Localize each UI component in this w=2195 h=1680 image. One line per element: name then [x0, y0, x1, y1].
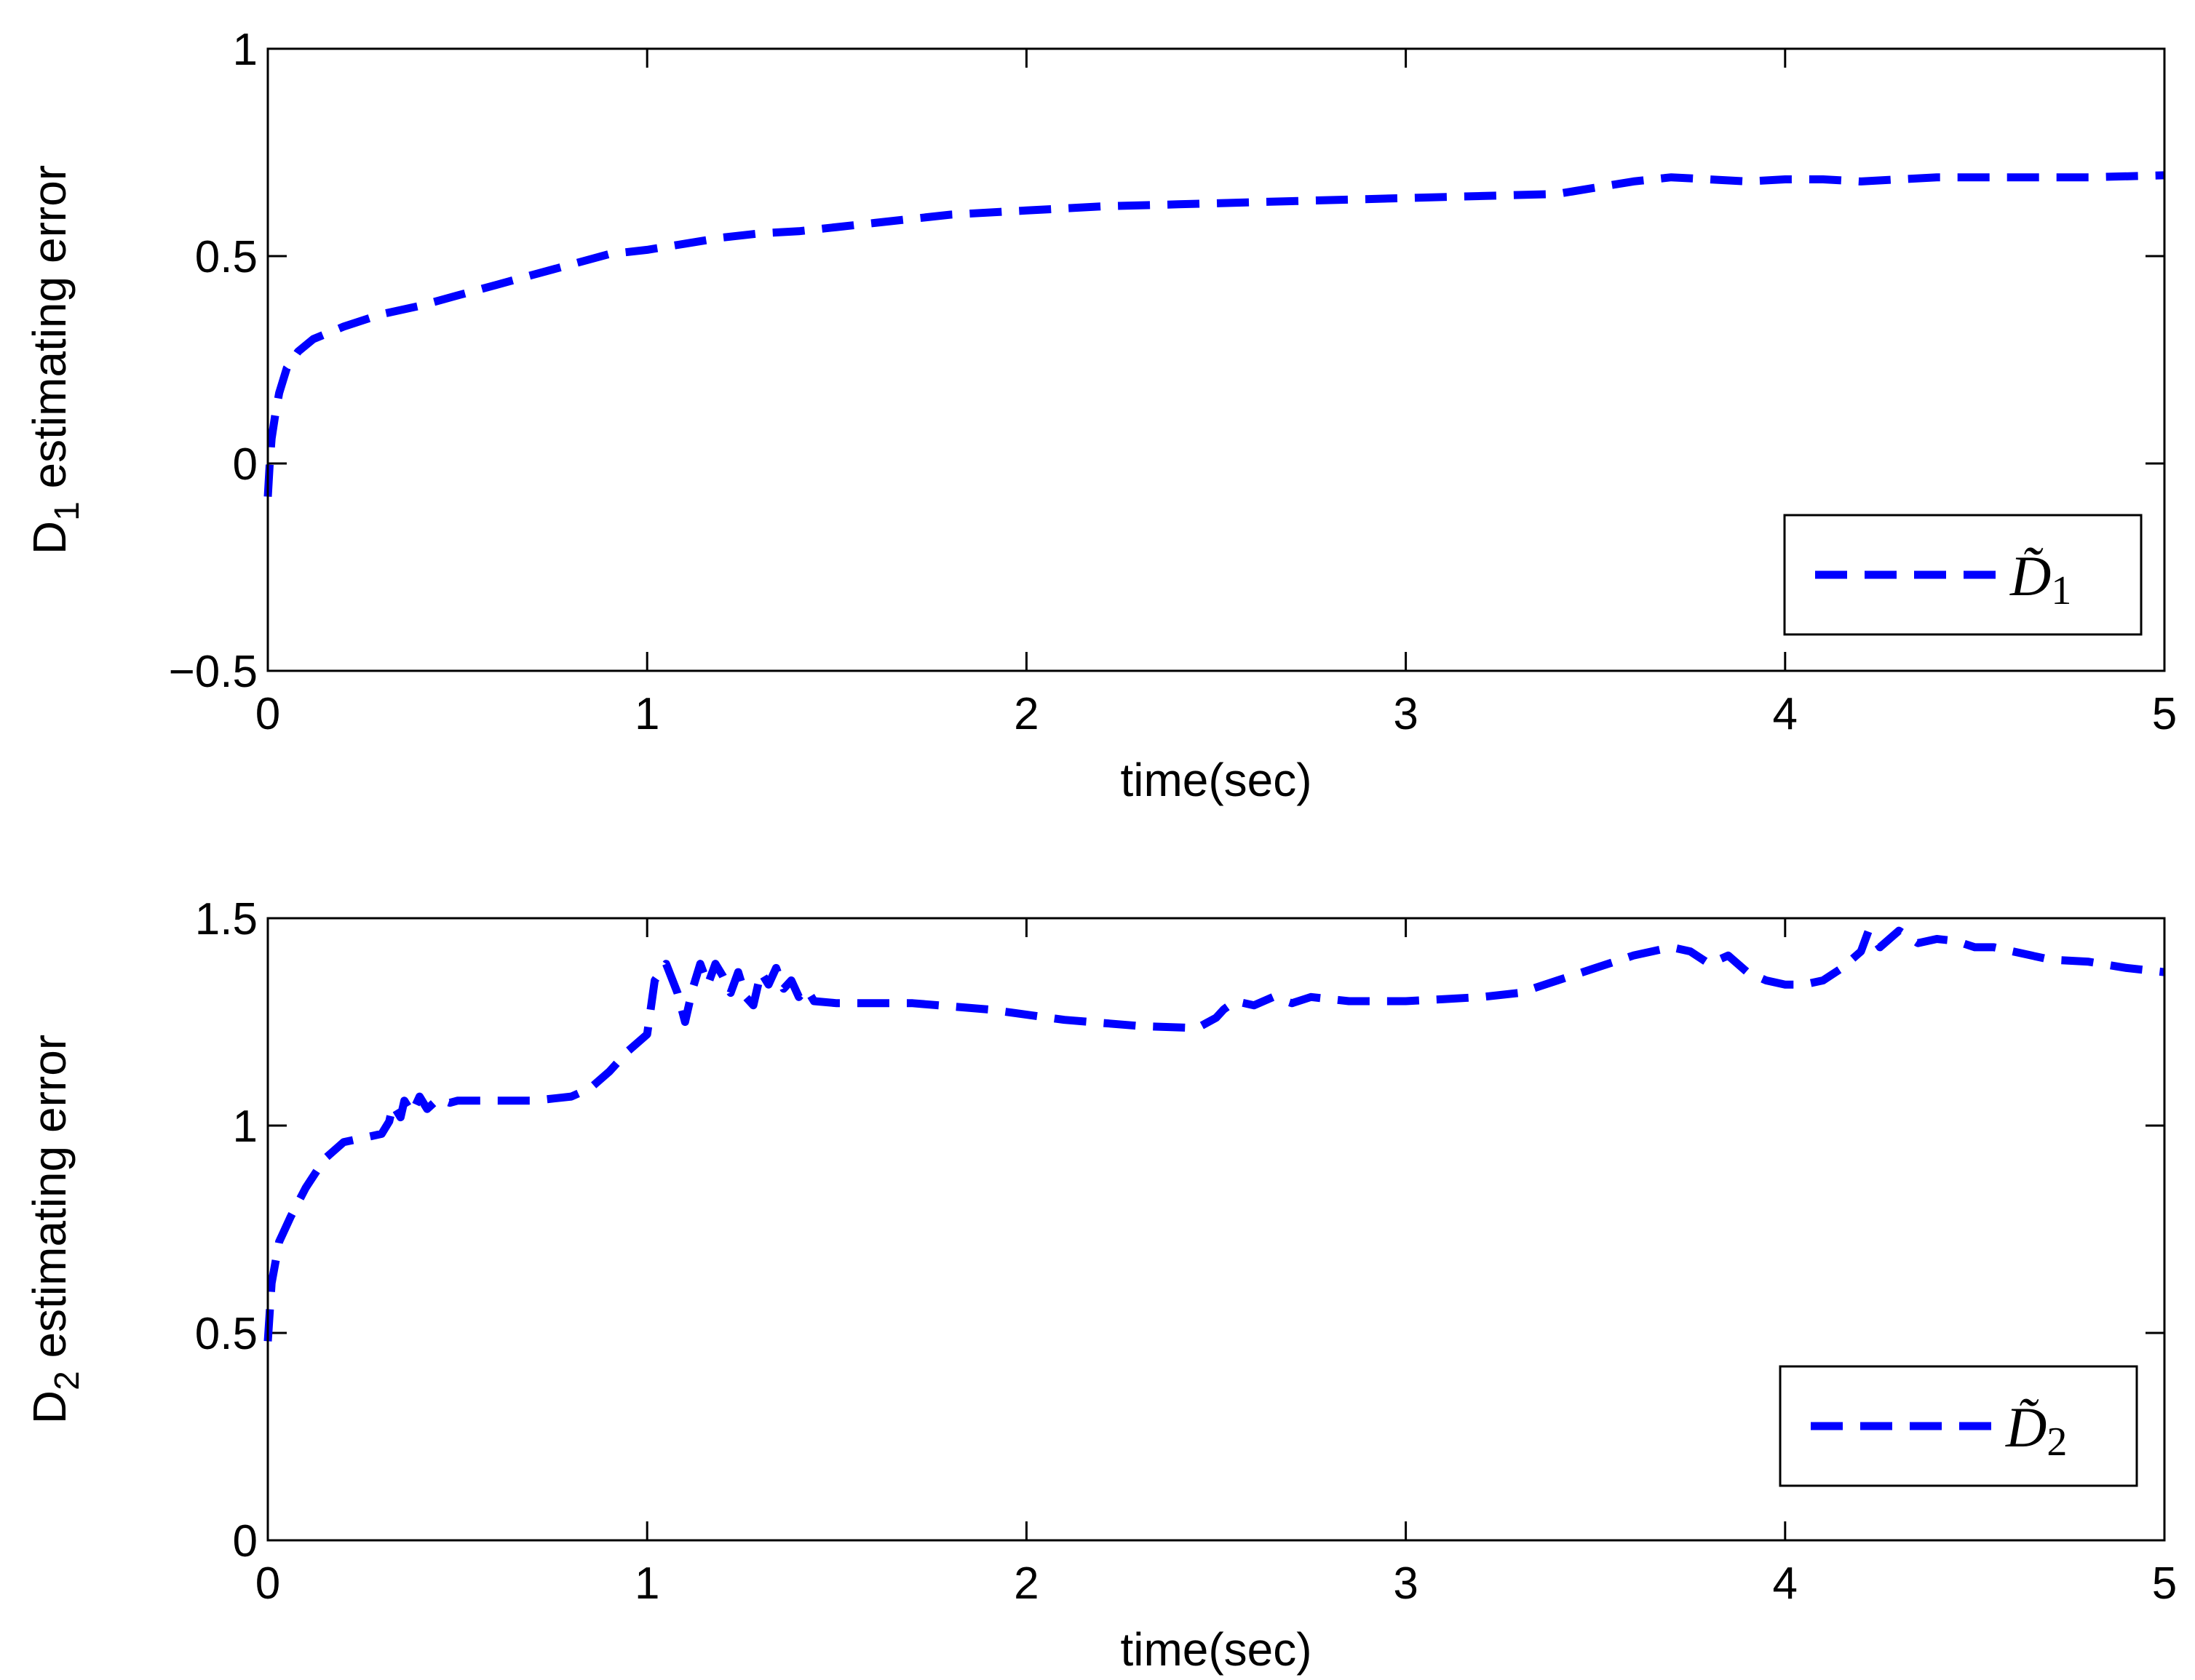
y-axis-label-rest: estimating error [23, 1035, 76, 1371]
y-tick-label: 1 [233, 1102, 258, 1152]
chart-panel-d2: 0 0.5 1 1.5 0 1 2 3 4 5 time(sec) D2 est… [23, 894, 2177, 1676]
x-tick-label: 4 [1773, 1558, 1798, 1609]
x-tick-labels: 0 1 2 3 4 5 [255, 1558, 2177, 1609]
x-tick-label: 3 [1393, 1558, 1418, 1609]
series-line [263, 926, 2165, 1342]
y-tick-label: −0.5 [169, 647, 258, 697]
x-axis-label: time(sec) [1120, 754, 1311, 806]
x-tick-label: 1 [635, 689, 659, 739]
y-axis-label-main: D [23, 1390, 76, 1424]
x-tick-label: 5 [2152, 689, 2177, 739]
legend-label-main: D̃ [2009, 544, 2051, 608]
y-tick-label: 1 [233, 25, 258, 75]
chart-panel-d1: −0.5 0 0.5 1 0 1 2 3 4 5 time(sec) D1 es… [23, 25, 2177, 806]
x-tick-label: 0 [255, 1558, 280, 1609]
legend-label-subscript: 1 [2051, 568, 2071, 613]
y-axis-label-main: D [23, 521, 76, 554]
y-tick-label: 0.5 [195, 232, 258, 282]
series-layer [263, 171, 2165, 497]
y-tick-label: 0 [233, 439, 258, 490]
y-tick-labels: −0.5 0 0.5 1 [169, 25, 258, 697]
x-tick-labels: 0 1 2 3 4 5 [255, 689, 2177, 739]
series-line [263, 171, 2165, 497]
legend: D̃1 [1783, 514, 2143, 636]
legend: D̃2 [1779, 1365, 2138, 1487]
plot-frame [266, 917, 2166, 1542]
legend-label-subscript: 2 [2047, 1420, 2067, 1465]
y-axis-label-rest: estimating error [23, 165, 76, 501]
y-axis-label: D2 estimating error [23, 1035, 87, 1424]
x-axis-label: time(sec) [1120, 1623, 1311, 1676]
x-tick-label: 2 [1014, 689, 1039, 739]
y-axis-label: D1 estimating error [23, 165, 87, 554]
y-tick-label: 0 [233, 1516, 258, 1566]
legend-label-main: D̃ [2005, 1396, 2047, 1459]
plot-frame [266, 47, 2166, 672]
x-tick-label: 1 [635, 1558, 659, 1609]
legend-label: D̃1 [2009, 544, 2071, 613]
x-tick-label: 5 [2152, 1558, 2177, 1609]
y-tick-label: 0.5 [195, 1309, 258, 1359]
series-layer [263, 926, 2165, 1342]
y-axis-label-subscript: 2 [48, 1371, 87, 1390]
x-tick-label: 0 [255, 689, 280, 739]
legend-label: D̃2 [2005, 1396, 2067, 1465]
x-tick-label: 2 [1014, 1558, 1039, 1609]
legend-box [1783, 514, 2143, 636]
x-tick-label: 3 [1393, 689, 1418, 739]
y-axis-label-subscript: 1 [48, 501, 87, 521]
y-tick-labels: 0 0.5 1 1.5 [195, 894, 258, 1566]
x-tick-label: 4 [1773, 689, 1798, 739]
y-tick-label: 1.5 [195, 894, 258, 944]
